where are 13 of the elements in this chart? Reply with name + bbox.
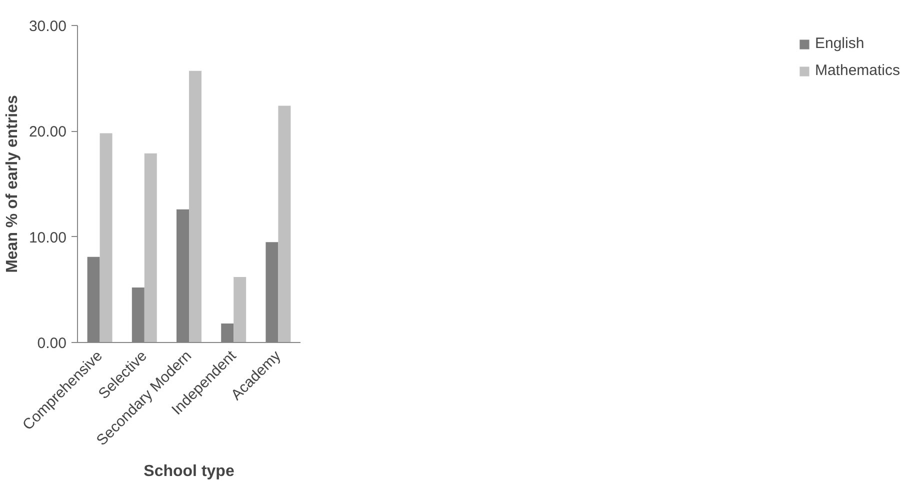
bar [144, 153, 157, 342]
bar [278, 106, 291, 342]
legend-label: English [814, 35, 864, 52]
y-tick-label: 0.00 [37, 335, 67, 352]
x-axis-title: School type [144, 463, 234, 480]
y-tick-label: 30.00 [28, 18, 67, 35]
y-tick-label: 20.00 [28, 124, 67, 141]
legend-label: Mathematics [814, 62, 900, 79]
bar [189, 70, 202, 342]
y-axis-title: Mean % of early entries [4, 94, 21, 273]
bar [100, 133, 112, 342]
bar [234, 276, 246, 342]
y-tick-label: 10.00 [28, 229, 67, 246]
